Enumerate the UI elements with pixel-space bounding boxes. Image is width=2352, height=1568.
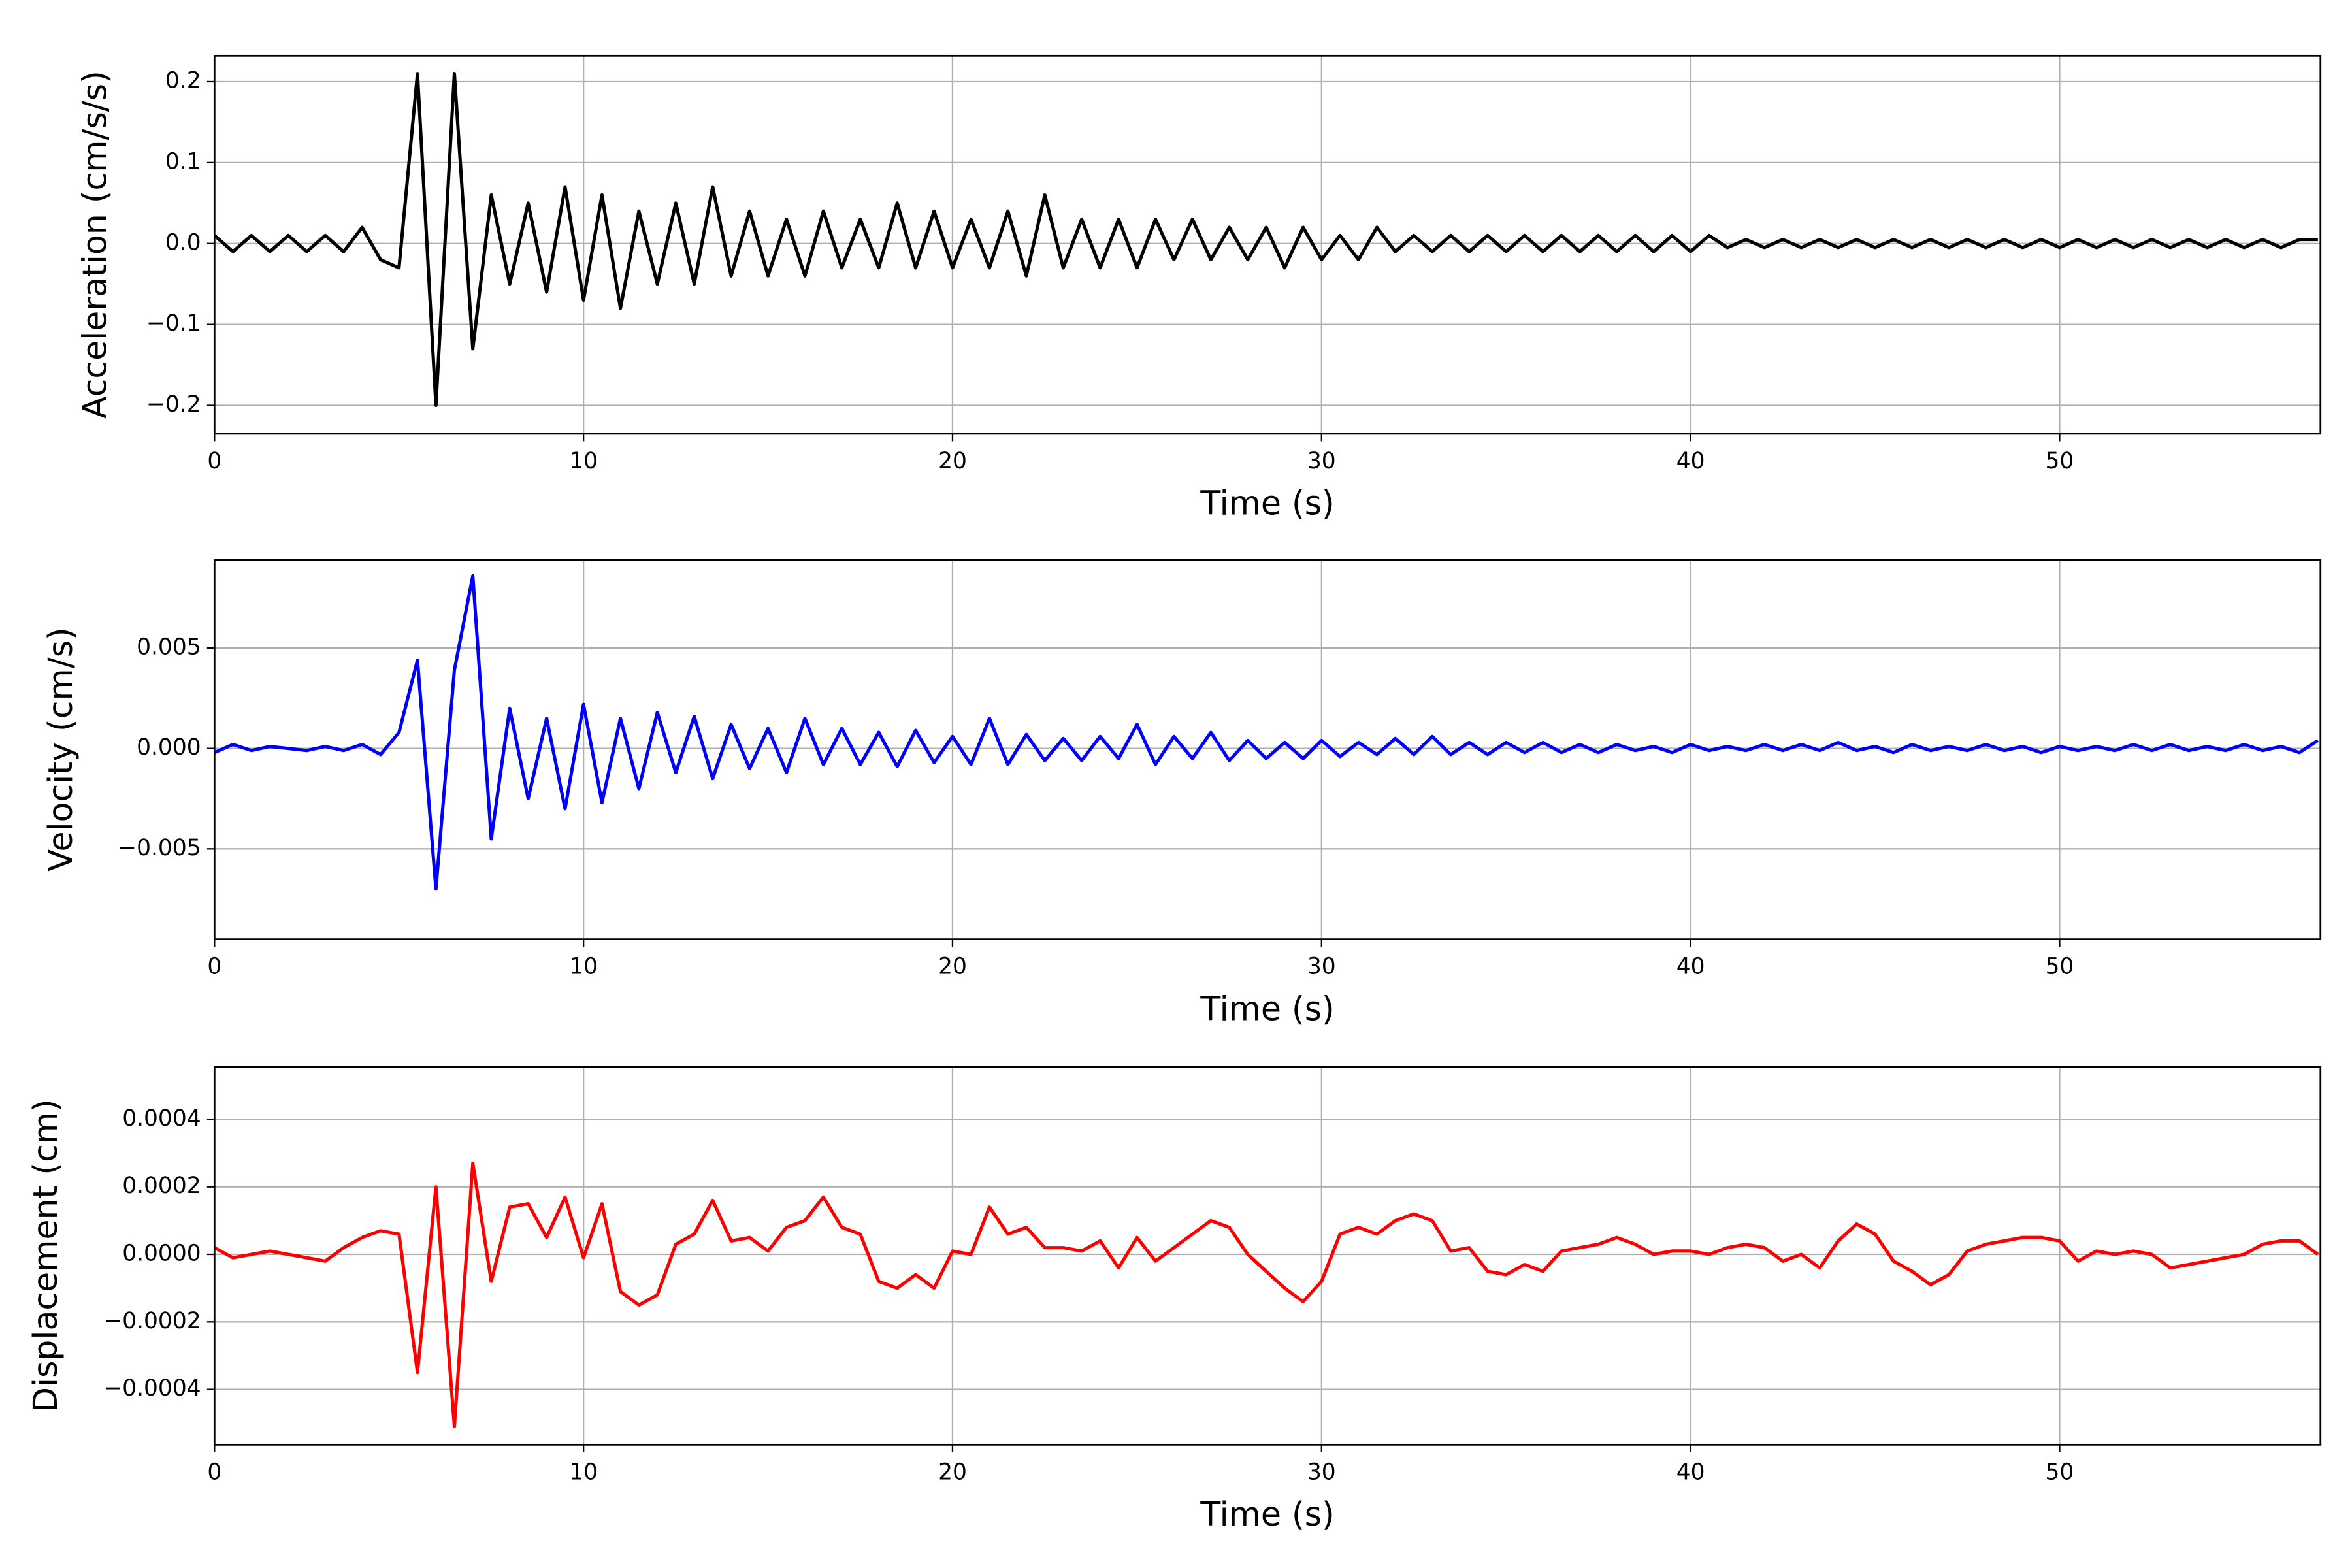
x-axis-label: Time (s) — [1200, 989, 1334, 1028]
y-tick-label: 0.1 — [165, 148, 201, 174]
x-tick-label: 30 — [1307, 448, 1336, 474]
y-tick-label: −0.2 — [146, 391, 201, 417]
x-tick-label: 50 — [2046, 954, 2074, 980]
x-tick-label: 30 — [1307, 954, 1336, 980]
x-tick-label: 40 — [1676, 448, 1705, 474]
x-tick-label: 20 — [938, 1459, 967, 1485]
y-tick-label: −0.1 — [146, 310, 201, 336]
x-tick-label: 0 — [207, 448, 221, 474]
y-tick-label: 0.005 — [137, 634, 201, 660]
x-tick-label: 40 — [1676, 954, 1705, 980]
y-axis-label: Velocity (cm/s) — [41, 627, 80, 872]
x-tick-label: 10 — [569, 954, 598, 980]
y-tick-label: −0.0002 — [103, 1308, 201, 1334]
y-tick-label: 0.000 — [137, 734, 201, 760]
plot-frame — [213, 54, 2322, 435]
x-tick-label: 50 — [2046, 448, 2074, 474]
y-tick-label: 0.0004 — [122, 1105, 201, 1132]
data-line — [214, 574, 2319, 891]
y-tick-label: 0.0002 — [122, 1173, 201, 1199]
y-tick-label: 0.0 — [165, 229, 201, 255]
y-axis-label: Displacement (cm) — [26, 1099, 65, 1413]
x-tick-label: 30 — [1307, 1459, 1336, 1485]
plot-frame — [213, 1066, 2322, 1446]
x-tick-label: 10 — [569, 1459, 598, 1485]
y-axis-label: Acceleration (cm/s/s) — [76, 71, 114, 419]
x-tick-label: 0 — [207, 954, 221, 980]
x-tick-label: 50 — [2046, 1459, 2074, 1485]
y-tick-label: −0.005 — [118, 835, 201, 861]
x-tick-label: 40 — [1676, 1459, 1705, 1485]
x-tick-label: 0 — [207, 1459, 221, 1485]
y-tick-label: −0.0004 — [103, 1375, 201, 1401]
y-tick-label: 0.2 — [165, 67, 201, 93]
x-axis-label: Time (s) — [1200, 1495, 1334, 1533]
y-tick-label: 0.0000 — [122, 1241, 201, 1267]
x-axis-label: Time (s) — [1200, 484, 1334, 523]
x-tick-label: 10 — [569, 448, 598, 474]
data-line — [214, 1161, 2319, 1428]
x-tick-label: 20 — [938, 954, 967, 980]
plot-frame — [213, 559, 2322, 941]
x-tick-label: 20 — [938, 448, 967, 474]
data-line — [214, 72, 2318, 408]
